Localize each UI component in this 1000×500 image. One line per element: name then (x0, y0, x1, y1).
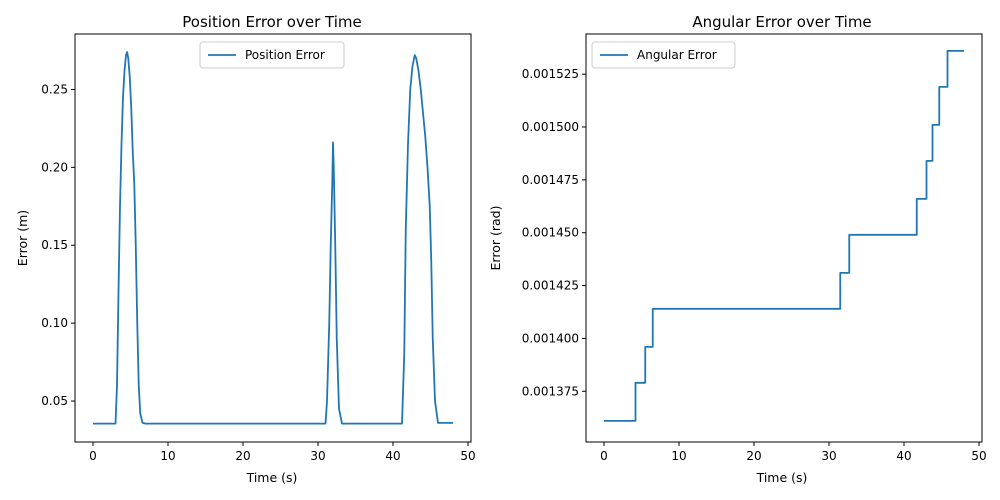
angular-chart-title: Angular Error over Time (692, 13, 871, 31)
position-y-tick-label-4: 0.25 (41, 82, 68, 96)
position-x-tick-label-2: 20 (235, 449, 250, 463)
angular-x-tick-label-1: 10 (671, 449, 686, 463)
position-y-axis-label: Error (m) (15, 210, 30, 266)
angular-x-tick-label-4: 40 (896, 449, 911, 463)
position-legend-box (199, 41, 345, 69)
angular-x-tick-label-3: 30 (821, 449, 836, 463)
position-x-tick-label-5: 50 (460, 449, 475, 463)
position-x-tick-label-0: 0 (89, 449, 97, 463)
position-x-tick-label-3: 30 (310, 449, 325, 463)
angular-plot-area: 0 10 20 30 40 50 0.001375 0.001400 0.001425 0.001… (522, 33, 987, 463)
position-x-tick-label-1: 10 (160, 449, 175, 463)
position-chart: 0 10 20 30 40 50 0.05 0.10 0.15 0.20 0.25 Position… (15, 13, 476, 485)
angular-series-line-0 (604, 50, 964, 422)
position-series-line-0 (93, 51, 453, 425)
angular-legend-label: Angular Error (637, 48, 717, 62)
angular-x-tick-label-2: 20 (746, 449, 761, 463)
position-x-tick-label-4: 40 (385, 449, 400, 463)
position-y-tick-label-1: 0.10 (41, 316, 68, 330)
position-y-tick-label-2: 0.15 (41, 238, 68, 252)
angular-chart: 0 10 20 30 40 50 0.001375 0.001400 0.001425 0.001… (488, 13, 987, 485)
position-chart-title: Position Error over Time (182, 13, 361, 31)
angular-y-axis-label: Error (rad) (488, 206, 503, 271)
position-y-tick-label-3: 0.20 (41, 160, 68, 174)
position-y-tick-label-0: 0.05 (41, 394, 68, 408)
position-legend-label: Position Error (245, 48, 325, 62)
position-x-axis-label: Time (s) (246, 470, 298, 485)
angular-y-tick-label-1: 0.001400 (522, 331, 579, 345)
angular-y-tick-label-5: 0.001500 (522, 120, 579, 134)
angular-y-tick-label-4: 0.001475 (522, 173, 579, 187)
angular-legend: Angular Error (591, 41, 736, 69)
angular-x-tick-label-5: 50 (971, 449, 986, 463)
angular-axes-frame (585, 33, 983, 443)
angular-x-axis-label: Time (s) (756, 470, 808, 485)
position-axes-frame (74, 33, 472, 443)
position-legend: Position Error (199, 41, 345, 69)
position-plot-area: 0 10 20 30 40 50 0.05 0.10 0.15 0.20 0.25 (41, 33, 476, 463)
angular-y-tick-label-2: 0.001425 (522, 279, 579, 293)
angular-legend-box (591, 41, 736, 69)
angular-y-tick-label-0: 0.001375 (522, 384, 579, 398)
angular-y-tick-label-3: 0.001450 (522, 226, 579, 240)
angular-x-tick-label-0: 0 (600, 449, 608, 463)
angular-y-tick-label-6: 0.001525 (522, 67, 579, 81)
